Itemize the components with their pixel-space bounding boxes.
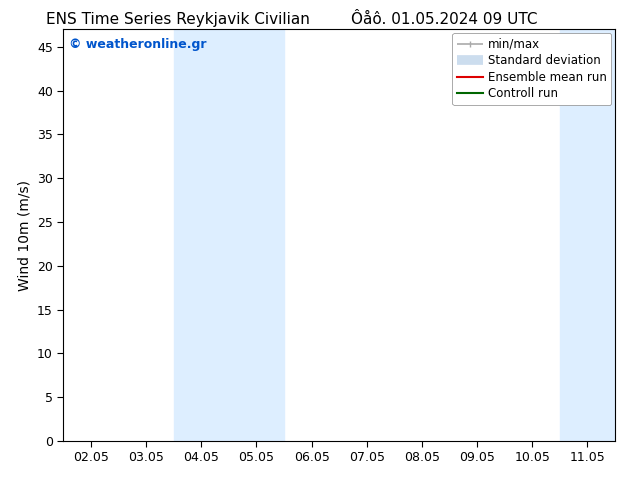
Bar	[229, 29, 284, 441]
Bar	[560, 29, 615, 441]
Text: Ôåô. 01.05.2024 09 UTC: Ôåô. 01.05.2024 09 UTC	[351, 12, 537, 27]
Bar	[174, 29, 229, 441]
Text: © weatheronline.gr: © weatheronline.gr	[69, 38, 207, 50]
Legend: min/max, Standard deviation, Ensemble mean run, Controll run: min/max, Standard deviation, Ensemble me…	[453, 33, 611, 105]
Y-axis label: Wind 10m (m/s): Wind 10m (m/s)	[18, 180, 32, 291]
Text: ENS Time Series Reykjavik Civilian: ENS Time Series Reykjavik Civilian	[46, 12, 309, 27]
